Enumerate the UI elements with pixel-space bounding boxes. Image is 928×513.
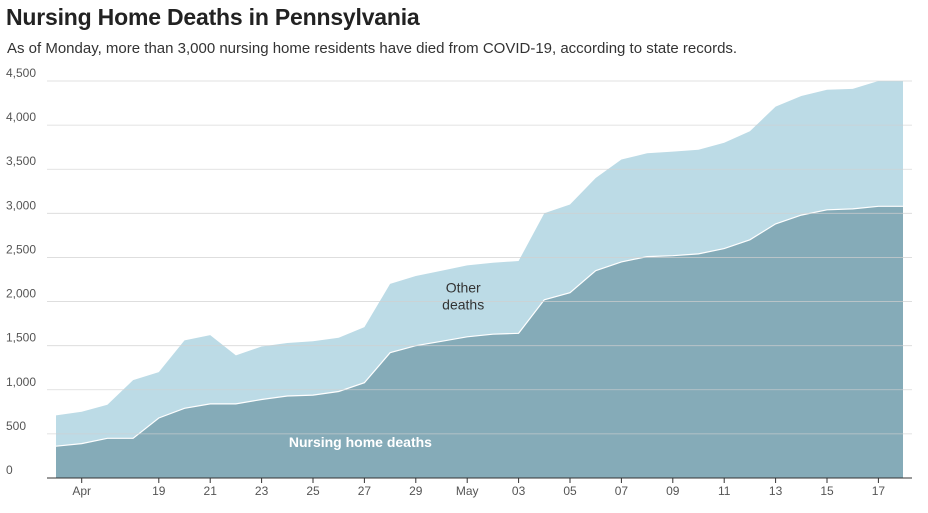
chart-subtitle: As of Monday, more than 3,000 nursing ho… [7,40,738,57]
y-tick-label: 1,500 [6,331,36,345]
y-tick-label: 4,000 [6,110,36,124]
x-tick-label: 21 [204,484,218,498]
y-tick-label: 3,000 [6,198,36,212]
annotation-other-deaths: deaths [442,297,484,313]
x-tick-label: 23 [255,484,269,498]
y-tick-label: 2,500 [6,242,36,256]
y-tick-label: 2,000 [6,287,36,301]
x-tick-label: 07 [615,484,629,498]
chart-title: Nursing Home Deaths in Pennsylvania [6,4,420,30]
x-tick-label: 03 [512,484,526,498]
x-tick-label: May [456,484,479,498]
x-tick-label: 05 [563,484,577,498]
x-tick-label: Apr [72,484,91,498]
series-area-nursing-home-deaths [56,206,903,479]
area-layer [55,81,903,479]
annotation-nursing-home-deaths: Nursing home deaths [289,434,432,450]
x-tick-label: 25 [306,484,320,498]
annotation-other-deaths: Other [446,280,481,296]
x-tick-label: 09 [666,484,680,498]
x-tick-label: 13 [769,484,783,498]
y-tick-label: 0 [6,463,13,477]
y-tick-label: 3,500 [6,154,36,168]
series-boundary-line [55,205,903,447]
x-tick-label: 11 [718,484,731,498]
axis-layer [47,80,912,483]
x-tick-label: 17 [872,484,886,498]
y-tick-label: 1,000 [6,375,36,389]
series-area-other-deaths [56,81,903,447]
y-tick-label: 500 [6,419,26,433]
x-tick-label: 27 [358,484,372,498]
label-layer: 0 500 1,000 1,500 2,000 2,500 3,000 3,500 4,000 4… [6,66,885,498]
x-tick-label: 19 [152,484,166,498]
y-tick-label: 4,500 [6,66,36,80]
x-tick-label: 15 [820,484,834,498]
x-tick-label: 29 [409,484,423,498]
